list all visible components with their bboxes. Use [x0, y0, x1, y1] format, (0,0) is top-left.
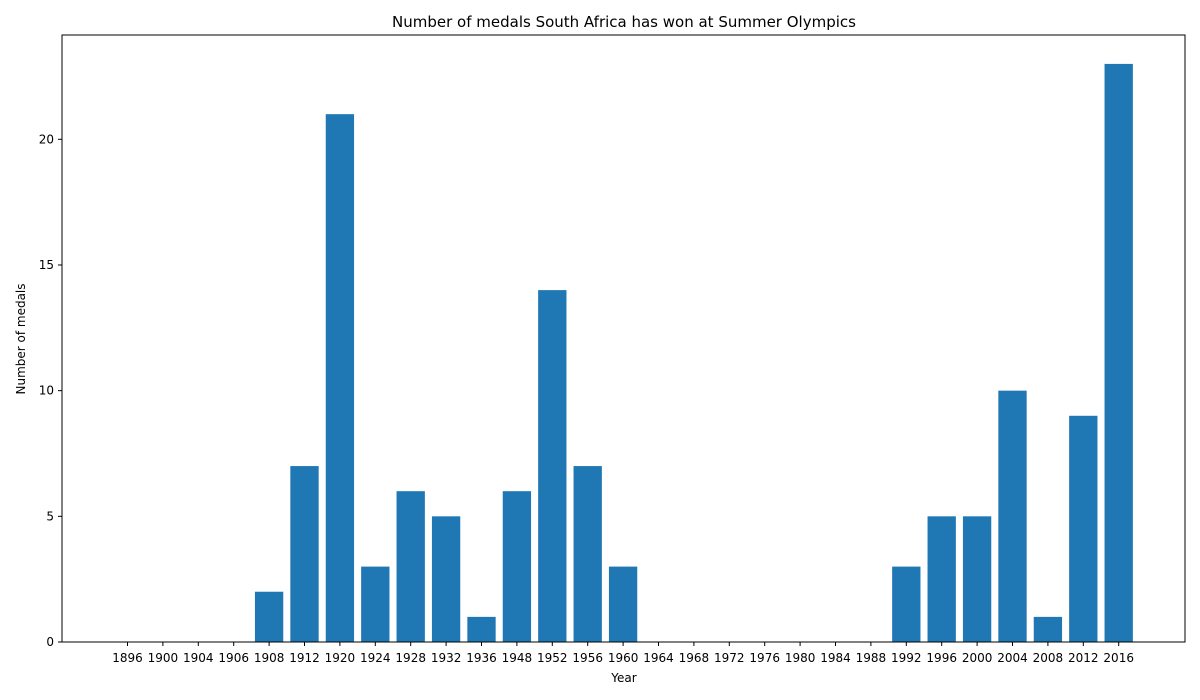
bar-1932 [431, 516, 461, 642]
x-tick-label: 1908 [254, 651, 285, 665]
x-tick-label: 1972 [714, 651, 745, 665]
x-tick-label: 2012 [1068, 651, 1099, 665]
x-tick-label: 1996 [926, 651, 957, 665]
x-tick-label: 1964 [643, 651, 674, 665]
x-tick-label: 1976 [749, 651, 780, 665]
bar-2012 [1069, 415, 1098, 642]
bar-1920 [325, 114, 355, 643]
x-tick-label: 1924 [360, 651, 391, 665]
bar-1996 [927, 516, 956, 642]
bar-1912 [290, 466, 319, 642]
bar-1908 [254, 591, 284, 642]
x-tick-label: 1896 [112, 651, 143, 665]
x-tick-label: 1988 [856, 651, 887, 665]
x-tick-label: 1948 [502, 651, 533, 665]
x-tick-label: 1956 [572, 651, 603, 665]
x-tick-label: 2008 [1033, 651, 1064, 665]
x-tick-label: 1952 [537, 651, 568, 665]
bar-2000 [962, 516, 992, 642]
y-tick-label: 20 [39, 132, 54, 146]
x-tick-label: 1960 [608, 651, 639, 665]
y-tick-label: 10 [39, 384, 54, 398]
bars-group [254, 63, 1133, 643]
x-tick-label: 1984 [820, 651, 851, 665]
bar-1936 [467, 616, 496, 642]
bar-2004 [998, 390, 1027, 642]
x-tick-label: 2016 [1103, 651, 1134, 665]
y-tick-label: 15 [39, 258, 54, 272]
y-axis-label: Number of medals [14, 283, 28, 394]
x-tick-label: 1980 [785, 651, 816, 665]
y-axis: 0 5 10 15 20 [39, 132, 62, 649]
x-tick-label: 1928 [395, 651, 426, 665]
bar-1928 [396, 491, 425, 642]
x-tick-label: 1920 [325, 651, 356, 665]
x-tick-label: 1992 [891, 651, 922, 665]
x-tick-label: 1906 [218, 651, 249, 665]
bar-1960 [608, 566, 638, 642]
bar-1948 [502, 491, 532, 642]
bar-1956 [573, 466, 602, 642]
x-tick-label: 2000 [962, 651, 993, 665]
y-tick-label: 5 [46, 509, 54, 523]
x-tick-label: 1900 [148, 651, 179, 665]
x-axis: 1896 1900 1904 1906 1908 1912 1920 1924 1928 1932… [112, 642, 1134, 665]
x-tick-label: 1936 [466, 651, 497, 665]
x-tick-label: 1932 [431, 651, 462, 665]
bar-1992 [892, 566, 921, 642]
bar-2008 [1033, 616, 1063, 642]
bar-1924 [361, 566, 390, 642]
x-tick-label: 2004 [997, 651, 1028, 665]
x-axis-label: Year [610, 671, 636, 685]
x-tick-label: 1968 [679, 651, 710, 665]
bar-1952 [538, 290, 567, 642]
x-tick-label: 1912 [289, 651, 320, 665]
y-tick-label: 0 [46, 635, 54, 649]
x-tick-label: 1904 [183, 651, 214, 665]
chart-title: Number of medals South Africa has won at… [392, 13, 856, 31]
bar-2016 [1104, 63, 1133, 642]
